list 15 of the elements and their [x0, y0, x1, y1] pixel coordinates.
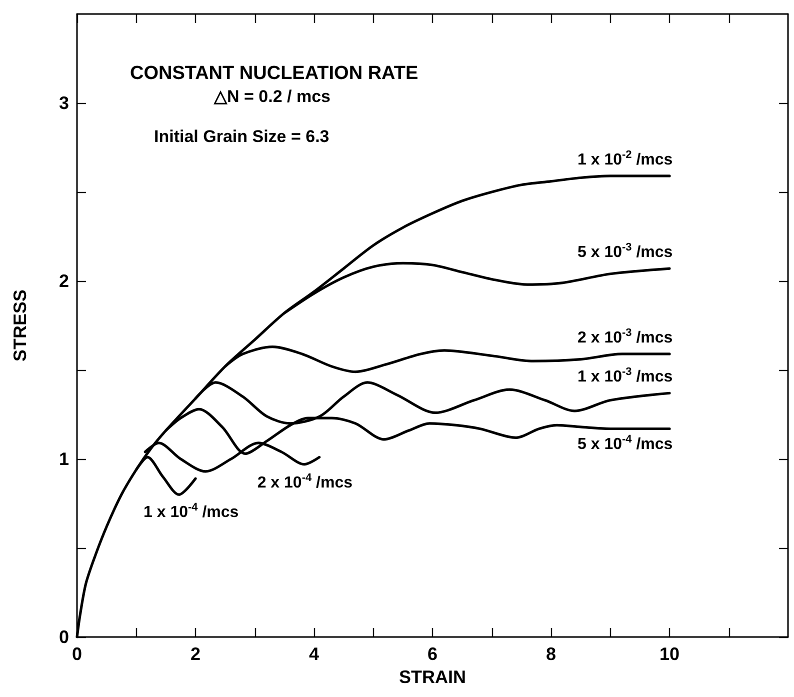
y-tick-label: 0 [58, 627, 69, 647]
x-axis-title: STRAIN [399, 666, 466, 687]
annotation: Initial Grain Size = 6.3 [154, 127, 330, 146]
y-tick-label: 1 [58, 449, 69, 469]
y-tick-label: 3 [58, 93, 69, 113]
x-tick-label: 10 [659, 644, 680, 664]
x-tick-label: 4 [308, 644, 320, 664]
x-tick-label: 6 [427, 644, 438, 664]
y-axis-title: STRESS [10, 289, 30, 362]
y-tick-label: 2 [58, 271, 69, 291]
x-tick-label: 0 [72, 644, 82, 664]
text: CONSTANT NUCLEATION RATE [130, 63, 418, 84]
x-tick-label: 2 [190, 644, 201, 664]
x-tick-label: 8 [546, 644, 556, 664]
text: △N = 0.2 / mcs [213, 87, 330, 106]
